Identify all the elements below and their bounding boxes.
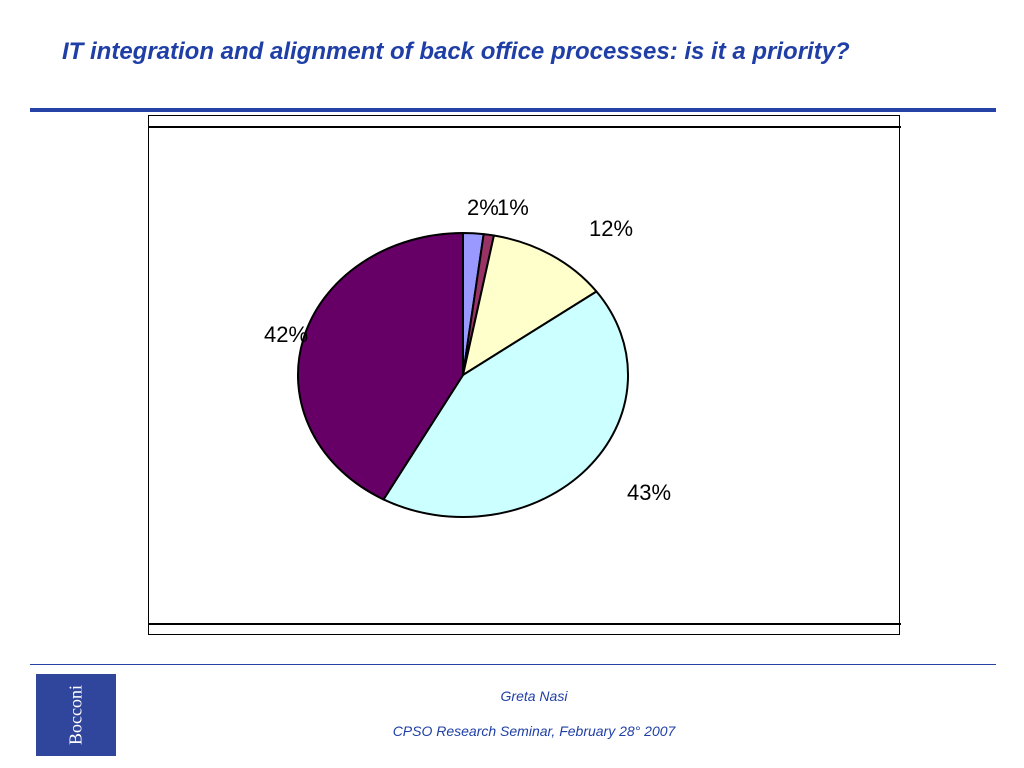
data-label-3: 43% [627,480,671,505]
pie-slice-3 [382,290,629,519]
footer-divider [30,664,996,665]
data-label-4: 42% [264,322,308,347]
data-label-2: 12% [589,216,633,241]
footer-event: CPSO Research Seminar, February 28° 2007 [392,723,676,739]
pie-slice-4 [297,232,464,501]
slide-title: IT integration and alignment of back off… [62,38,850,65]
title-divider [30,108,996,112]
pie-slice-2 [462,234,598,376]
chart-frame: 2% 1% 12% 43% 42% [148,115,901,635]
data-label-1: 1% [497,195,529,220]
bocconi-logo: Bocconi [36,674,116,756]
pie-chart: 2%1% 12% 43% 42% [149,126,901,625]
data-label-0: 2% [467,195,499,220]
footer-author: Greta Nasi [500,688,568,704]
